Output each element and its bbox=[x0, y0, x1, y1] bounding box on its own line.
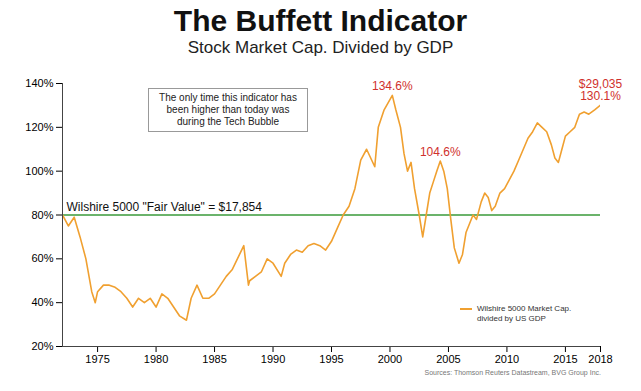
svg-text:Wilshire 5000 "Fair Value" = $: Wilshire 5000 "Fair Value" = $17,854 bbox=[67, 200, 263, 214]
svg-text:104.6%: 104.6% bbox=[420, 145, 461, 159]
svg-text:$29,035130.1%: $29,035130.1% bbox=[579, 77, 623, 103]
svg-text:1980: 1980 bbox=[144, 353, 168, 365]
svg-text:134.6%: 134.6% bbox=[372, 79, 413, 93]
svg-text:2005: 2005 bbox=[436, 353, 460, 365]
svg-text:140%: 140% bbox=[25, 77, 53, 89]
svg-text:2015: 2015 bbox=[553, 353, 577, 365]
svg-text:80%: 80% bbox=[31, 209, 53, 221]
svg-text:20%: 20% bbox=[31, 340, 53, 352]
svg-text:40%: 40% bbox=[31, 296, 53, 308]
html-text:Wilshire 5000 Market Cap. divi: Wilshire 5000 Market Cap. divided by US … bbox=[477, 304, 572, 323]
svg-text:1985: 1985 bbox=[202, 353, 226, 365]
svg-text:1995: 1995 bbox=[319, 353, 343, 365]
svg-text:2000: 2000 bbox=[378, 353, 402, 365]
html-text:Sources: Thomson Reuters Datas: Sources: Thomson Reuters Datastream, BVG… bbox=[424, 369, 601, 376]
svg-text:60%: 60% bbox=[31, 252, 53, 264]
html-text:The only time this indicator h: The only time this indicator has been hi… bbox=[159, 92, 297, 127]
svg-text:120%: 120% bbox=[25, 121, 53, 133]
svg-text:2018: 2018 bbox=[588, 353, 612, 365]
html-text:Stock Market Cap. Divided by G: Stock Market Cap. Divided by GDP bbox=[187, 38, 454, 57]
svg-text:1990: 1990 bbox=[261, 353, 285, 365]
svg-text:1975: 1975 bbox=[85, 353, 109, 365]
svg-text:100%: 100% bbox=[25, 165, 53, 177]
html-text:The Buffett Indicator: The Buffett Indicator bbox=[173, 4, 468, 37]
svg-text:2010: 2010 bbox=[495, 353, 519, 365]
